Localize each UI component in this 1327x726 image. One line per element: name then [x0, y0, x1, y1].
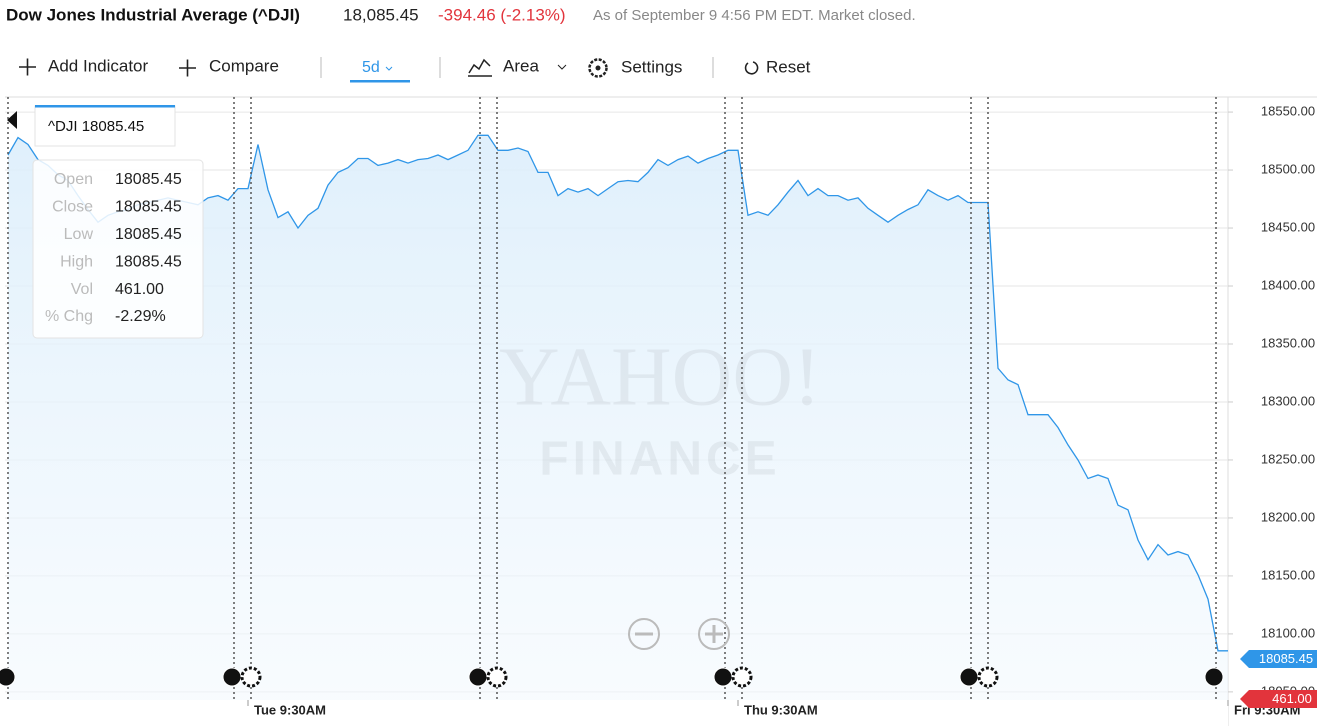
tooltip-key: Close [52, 199, 93, 216]
event-marker [731, 666, 753, 688]
range-label: 5d [362, 59, 380, 76]
reset-icon [744, 61, 759, 75]
tooltip-value: -2.29% [115, 308, 166, 325]
plot [7, 134, 1228, 701]
event-markers [0, 666, 1224, 688]
event-marker [222, 667, 242, 687]
tooltip-value: 18085.45 [115, 171, 182, 188]
price-tag-label: 18085.45 [1259, 651, 1313, 666]
range-button[interactable]: 5d [350, 59, 410, 83]
tooltip [32, 159, 204, 339]
x-tick-label: Thu 9:30AM [744, 702, 818, 717]
y-tick-label: 18450.00 [1261, 219, 1315, 234]
quote-price: 18,085.45 [343, 5, 419, 24]
settings-label: Settings [621, 57, 682, 76]
y-tick-label: 18100.00 [1261, 625, 1315, 640]
tooltip-rows: Open 18085.45 Close 18085.45 Low 18085.45 High… [45, 171, 182, 325]
add-indicator-label: Add Indicator [48, 56, 149, 75]
event-marker [959, 667, 979, 687]
legend-accent [35, 105, 175, 108]
area-fill [8, 135, 1228, 701]
collapse-arrow[interactable] [7, 111, 17, 129]
compare-button[interactable]: Compare [179, 56, 279, 77]
event-marker [468, 667, 488, 687]
tooltip-value: 461.00 [115, 281, 164, 298]
reset-button[interactable]: Reset [744, 57, 811, 76]
y-tick-label: 18550.00 [1261, 104, 1315, 119]
settings-button[interactable]: Settings [588, 57, 683, 78]
y-tick-label: 18350.00 [1261, 335, 1315, 350]
price-tag [1240, 650, 1317, 668]
tooltip-key: Open [54, 171, 93, 188]
gear-icon [588, 58, 608, 78]
chart-type-label: Area [503, 56, 539, 75]
event-marker [0, 667, 16, 687]
caret [385, 66, 393, 71]
price-line [7, 134, 1228, 652]
event-marker [240, 666, 262, 688]
tooltip-value: 18085.45 [115, 199, 182, 216]
legend-label: ^DJI 18085.45 [48, 118, 144, 135]
toolbar [5, 40, 1317, 97]
watermark: FINANCE [539, 433, 780, 486]
event-marker [977, 666, 999, 688]
event-marker [713, 667, 733, 687]
compare-label: Compare [209, 56, 279, 75]
tooltip-value: 18085.45 [115, 226, 182, 243]
tooltip-value: 18085.45 [115, 253, 182, 270]
range-underline [350, 80, 410, 83]
quote-title: Dow Jones Industrial Average (^DJI) [6, 5, 300, 24]
volume-tag-label: 461.00 [1272, 691, 1312, 706]
y-tick-label: 18200.00 [1261, 509, 1315, 524]
zoom-circle [698, 618, 730, 650]
gear-center [595, 65, 601, 71]
zoom-circle [628, 618, 660, 650]
zoom-in-button[interactable] [698, 618, 730, 650]
add-indicator-button[interactable]: Add Indicator [19, 56, 149, 76]
volume-tag [1240, 690, 1317, 708]
caret [557, 64, 567, 70]
y-tick-label: 18250.00 [1261, 451, 1315, 466]
y-tick-label: 18150.00 [1261, 567, 1315, 582]
legend-box [34, 105, 176, 147]
quote-change: -394.46 (-2.13%) [438, 5, 566, 24]
reset-label: Reset [766, 57, 811, 76]
y-tick-label: 18500.00 [1261, 161, 1315, 176]
tooltip-key: High [60, 253, 93, 270]
tooltip-key: Low [64, 226, 94, 243]
plus-icon [179, 59, 196, 77]
quote-status: As of September 9 4:56 PM EDT. Market cl… [593, 7, 916, 24]
plus-icon [19, 58, 36, 76]
y-tick-label: 18300.00 [1261, 393, 1315, 408]
x-axis-strip [0, 701, 1228, 726]
x-tick-label: Tue 9:30AM [254, 702, 326, 717]
tooltip-key: % Chg [45, 308, 93, 325]
event-marker [486, 666, 508, 688]
tooltip-key: Vol [71, 281, 93, 298]
zoom-out-button[interactable] [628, 618, 660, 650]
area-icon [468, 58, 492, 77]
chart-type-button[interactable]: Area [468, 56, 567, 77]
session-dividers [7, 97, 1217, 700]
watermark: YAHOO! [499, 330, 821, 423]
y-tick-label: 18400.00 [1261, 277, 1315, 292]
plus-icon [705, 625, 723, 643]
event-marker [1204, 667, 1224, 687]
